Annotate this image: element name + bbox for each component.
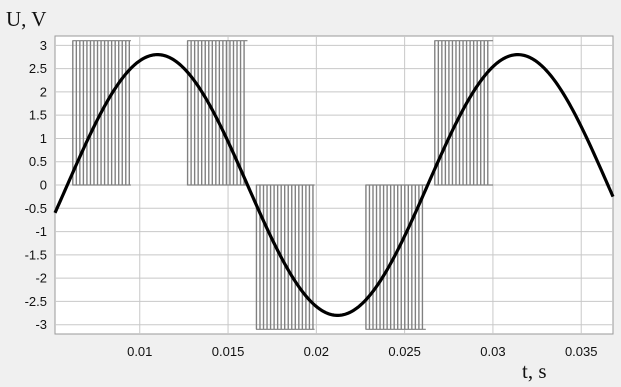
pwm-pulse-segment	[255, 184, 315, 330]
y-tick-label: -2	[35, 271, 47, 286]
sine-series	[53, 53, 615, 317]
x-axis-label: t, s	[522, 359, 547, 383]
sine-line	[53, 53, 615, 317]
y-tick-label: -1.5	[25, 247, 47, 262]
y-tick-label: 0	[40, 178, 47, 193]
y-tick-label: 1.5	[29, 108, 47, 123]
y-tick-label: 0.5	[29, 154, 47, 169]
y-tick-label: -3	[35, 317, 47, 332]
y-tick-label: 3	[40, 38, 47, 53]
y-tick-label: 2	[40, 84, 47, 99]
x-tick-label: 0.02	[304, 344, 329, 359]
y-axis-label: U, V	[6, 7, 46, 31]
y-tick-label: 2.5	[29, 61, 47, 76]
x-tick-label: 0.03	[480, 344, 505, 359]
x-tick-labels: 0.01 0.015 0.02 0.025 0.03 0.035	[127, 344, 597, 359]
y-tick-labels: 3 2.5 2 1.5 1 0.5 0 -0.5 -1 -1.5 -2 -2.5 -3	[25, 38, 47, 332]
y-tick-label: -0.5	[25, 201, 47, 216]
x-tick-label: 0.025	[388, 344, 421, 359]
x-tick-label: 0.015	[212, 344, 245, 359]
y-tick-label: -2.5	[25, 294, 47, 309]
x-tick-label: 0.035	[565, 344, 598, 359]
x-tick-label: 0.01	[127, 344, 152, 359]
y-tick-label: -1	[35, 224, 47, 239]
y-tick-label: 1	[40, 131, 47, 146]
